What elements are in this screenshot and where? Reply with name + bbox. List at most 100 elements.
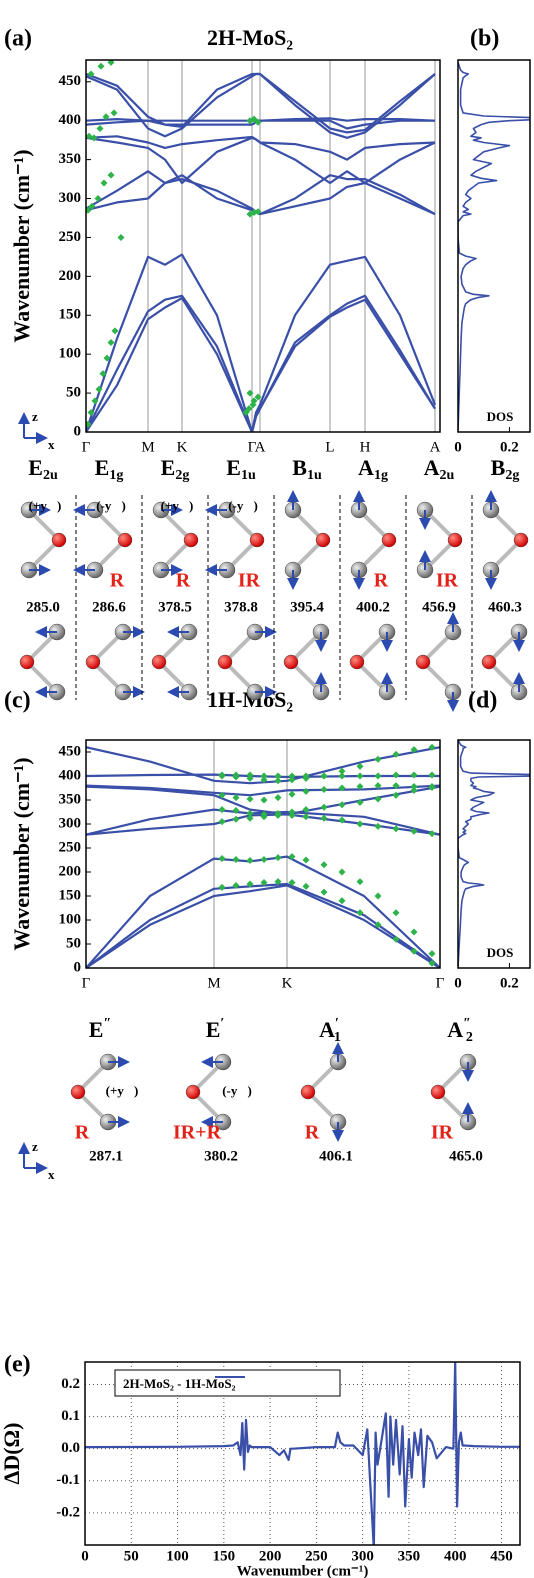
data-point [245, 405, 253, 413]
data-point [428, 950, 436, 958]
data-point [102, 113, 110, 121]
y-tick-label: 300 [59, 190, 82, 206]
data-point [338, 801, 346, 809]
data-point [302, 813, 310, 821]
data-point [288, 808, 296, 816]
x-tick-label: Γ [248, 439, 257, 455]
y-tick-label: 50 [66, 385, 81, 401]
data-point [86, 132, 93, 140]
data-point [356, 762, 364, 770]
mode-label: E1u [226, 455, 256, 483]
x-tick-label: L [325, 439, 334, 455]
legend-label: 2H-MoS₂ - 1H-MoS₂ [123, 1376, 236, 1391]
mo-atom [183, 532, 199, 548]
data-point [288, 853, 296, 861]
data-point [107, 171, 115, 179]
data-point [302, 787, 310, 795]
data-point [338, 897, 346, 905]
mode-sub: 2u [43, 468, 58, 483]
data-point [232, 794, 240, 802]
data-point [374, 921, 382, 929]
legend-box [114, 1369, 341, 1397]
data-point [428, 783, 436, 791]
mode-label: E2u [28, 455, 58, 483]
mode-label: B2g [491, 455, 520, 483]
y-tick-label: 0 [74, 959, 82, 975]
mode-sub: 1g [374, 468, 388, 483]
mode-note: (+y⃗) [106, 1083, 139, 1098]
y-tick-label: 0 [74, 423, 82, 439]
data-point [117, 233, 125, 241]
data-point [260, 776, 268, 784]
series-line [86, 135, 436, 161]
mode-symbol: B [491, 455, 506, 480]
mode-frequency: 378.5 [158, 599, 192, 615]
data-point [392, 750, 400, 758]
data-point [338, 816, 346, 824]
y-tick-label: 300 [59, 815, 82, 831]
x-axis-label: DOS [487, 945, 514, 960]
plot-area [458, 62, 530, 432]
mode-frequency: 465.0 [449, 1148, 483, 1164]
mode-activity: IR [436, 570, 459, 592]
x-tick-label: Γ [82, 439, 91, 455]
data-point [107, 339, 115, 347]
x-tick-label: 450 [490, 1548, 513, 1564]
y-tick-label: 200 [59, 863, 82, 879]
mode-label: A′ 1 [319, 1016, 341, 1045]
x-tick-label: 0 [454, 439, 462, 455]
data-point [410, 746, 418, 754]
data-point [302, 772, 310, 780]
x-tick-label: Γ [82, 975, 91, 991]
mode-symbol: E [28, 455, 43, 480]
y-axis-label: Wavenumber (cm⁻¹) [9, 149, 34, 342]
data-point [288, 776, 296, 784]
data-point [410, 827, 418, 835]
mode-note: (-y⃗) [228, 498, 258, 513]
data-point [320, 861, 328, 869]
series-line [86, 72, 436, 134]
mode-activity: R [374, 570, 389, 592]
mode-label: A″ 2 [447, 1016, 473, 1045]
mode-activity: IR [431, 1122, 454, 1144]
x-tick-label: Γ [436, 975, 445, 991]
data-point [232, 856, 240, 864]
x-tick-label: K [177, 439, 188, 455]
y-tick-label: 150 [59, 887, 82, 903]
axes-frame [85, 59, 441, 433]
series-line [86, 746, 440, 785]
y-tick-label: -0.1 [56, 1472, 80, 1488]
mode-frequency: 287.1 [89, 1148, 123, 1164]
mo-atom [151, 654, 167, 670]
data-point [274, 878, 282, 886]
x-tick-label: A [255, 439, 266, 455]
data-point [246, 389, 254, 397]
x-tick-label: 0.2 [500, 439, 519, 455]
panel-label: (d) [468, 688, 497, 714]
axes-frame [457, 739, 531, 969]
axis-indicator-label: z⃗ [32, 1139, 48, 1154]
mode-frequency: 456.9 [422, 599, 456, 615]
data-point [254, 118, 262, 126]
data-point [218, 771, 226, 779]
data-point [274, 777, 282, 785]
y-tick-label: 350 [59, 151, 82, 167]
mode-label: A1g [358, 455, 388, 483]
y-tick-label: 200 [59, 268, 82, 284]
data-point [338, 784, 346, 792]
mode-label: E′ [206, 1016, 225, 1042]
data-point [246, 809, 254, 817]
data-point [392, 782, 400, 790]
mode-sub: 2g [505, 468, 519, 483]
y-tick-label: 0.0 [61, 1440, 80, 1456]
data-point [260, 856, 268, 864]
data-point [274, 809, 282, 817]
mode-activity: R [176, 570, 191, 592]
mode-symbol: A [358, 455, 374, 480]
x-axis-label: DOS [487, 409, 514, 424]
data-point [338, 767, 346, 775]
mode-activity: R [110, 570, 125, 592]
mo-atom [249, 532, 265, 548]
chart-title: 2H-MoS₂ [207, 25, 293, 50]
axis-indicator-label: x⃗ [48, 1167, 65, 1182]
